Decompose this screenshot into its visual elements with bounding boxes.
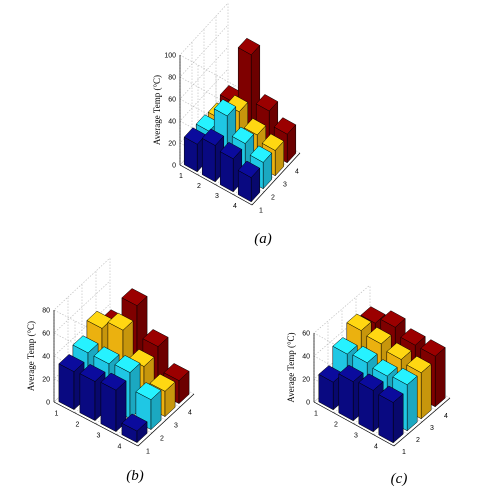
row-tick-label: 2: [197, 183, 201, 190]
z-tick-label: 40: [302, 354, 310, 361]
z-tick-label: 40: [42, 354, 50, 361]
z-tick-label: 60: [42, 331, 50, 338]
col-tick-label: 4: [444, 413, 448, 420]
bar-series-1-row-4: [237, 160, 261, 203]
z-tick-label: 0: [172, 163, 176, 170]
z-axis-label: Average Temp (°C): [286, 332, 296, 402]
bar-series-1-row-4: [121, 413, 148, 444]
col-tick-label: 2: [416, 437, 420, 444]
col-tick-label: 1: [259, 208, 263, 215]
bar-series-1-row-2: [201, 128, 225, 183]
z-tick-label: 60: [302, 331, 310, 338]
bar-series-1-row-3: [358, 373, 384, 433]
bar-chart-1: 0 20 40 60 80 100 Average Temp (°C) 1 2 3 4 1 2 3 4 (a): [152, 2, 301, 247]
z-tick-label: 0: [306, 400, 310, 407]
z-tick-label: 20: [168, 141, 176, 148]
row-tick-label: 2: [76, 422, 80, 429]
row-tick-label: 2: [334, 422, 338, 429]
col-tick-label: 2: [160, 436, 164, 443]
z-tick-label: 60: [168, 97, 176, 104]
z-tick-label: 80: [168, 75, 176, 82]
z-tick-label: 0: [46, 400, 50, 407]
bar-chart-3: 0 20 40 60 Average Temp (°C) 1 2 3 4 1 2 3 4 (c): [286, 284, 451, 487]
col-tick-label: 1: [402, 449, 406, 456]
row-tick-label: 1: [314, 411, 318, 418]
y-axis-line: [179, 164, 253, 206]
row-tick-label: 4: [233, 203, 237, 210]
col-tick-label: 1: [146, 449, 150, 456]
z-axis-label: Average Temp (°C): [152, 75, 162, 145]
bar-series-1-row-4: [378, 385, 404, 444]
z-tick-label: 20: [302, 377, 310, 384]
col-tick-label: 3: [283, 182, 287, 189]
x-axis-line: [251, 152, 301, 206]
row-tick-label: 3: [215, 193, 219, 200]
row-tick-label: 3: [354, 433, 358, 440]
row-tick-label: 4: [118, 444, 122, 451]
y-axis-line: [313, 401, 395, 447]
z-tick-label: 80: [42, 308, 50, 315]
z-tick-label: 100: [164, 53, 176, 60]
row-tick-label: 3: [97, 433, 101, 440]
subfigure-caption: (b): [126, 468, 144, 484]
bar-chart-2: 0 20 40 60 80 Average Temp (°C) 1 2 3 4 1 2 3 4 (b): [26, 257, 195, 484]
x-axis-line: [393, 397, 451, 447]
col-tick-label: 3: [430, 425, 434, 432]
col-tick-label: 4: [295, 169, 299, 176]
y-axis-line: [53, 401, 139, 447]
row-tick-label: 1: [55, 411, 59, 418]
row-tick-label: 4: [374, 444, 378, 451]
z-axis-label: Average Temp (°C): [26, 321, 36, 391]
z-tick-label: 20: [42, 377, 50, 384]
subfigure-caption: (a): [254, 231, 272, 247]
bar-series-1-row-3: [100, 372, 127, 433]
x-axis-line: [137, 393, 195, 447]
col-tick-label: 4: [188, 410, 192, 417]
col-tick-label: 2: [271, 195, 275, 202]
subfigure-caption: (c): [391, 471, 408, 487]
col-tick-label: 3: [174, 423, 178, 430]
row-tick-label: 1: [179, 173, 183, 180]
z-tick-label: 40: [168, 119, 176, 126]
